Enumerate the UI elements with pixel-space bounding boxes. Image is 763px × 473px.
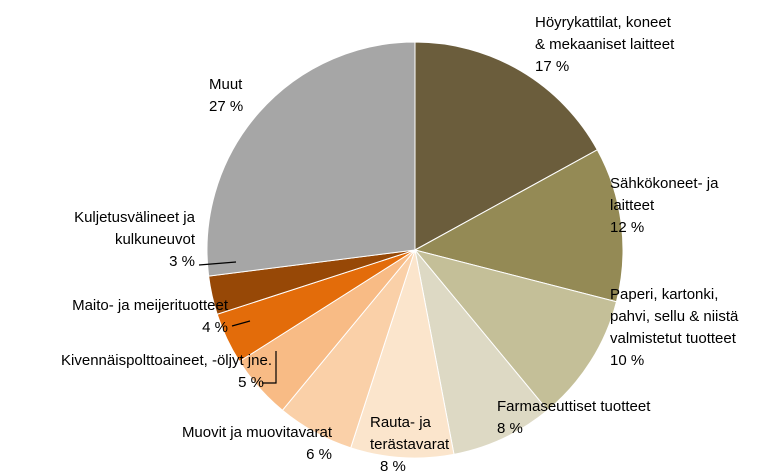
- value-label: 12 %: [610, 219, 644, 236]
- value-label: 27 %: [209, 98, 243, 115]
- value-label: 10 %: [610, 352, 644, 369]
- pie-slice: [413, 249, 618, 411]
- slice-label: Paperi, kartonki,: [610, 286, 718, 303]
- slice-label: valmistetut tuotteet: [610, 330, 737, 347]
- slice-label: Kuljetusvälineet ja: [74, 209, 196, 226]
- pie-slice: [206, 41, 416, 277]
- slice-label: terästavarat: [370, 436, 450, 453]
- pie-slice: [414, 249, 549, 455]
- slice-label: Farmaseuttiset tuotteet: [497, 398, 651, 415]
- slice-label: & mekaaniset laitteet: [535, 36, 675, 53]
- value-label: 4 %: [202, 319, 228, 336]
- slice-label: Rauta- ja: [370, 414, 432, 431]
- value-label: 8 %: [497, 420, 523, 437]
- slice-label: kulkuneuvot: [115, 231, 196, 248]
- value-label: 3 %: [169, 253, 195, 270]
- slice-label: Maito- ja meijerituotteet: [72, 297, 229, 314]
- leader-line: [262, 351, 277, 384]
- slice-label: Kivennäispolttoaineet, -öljyt jne.: [61, 352, 272, 369]
- slice-label: laitteet: [610, 197, 655, 214]
- leader-line: [198, 261, 237, 266]
- slice-label: pahvi, sellu & niistä: [610, 308, 739, 325]
- pie-slice: [413, 149, 624, 303]
- value-label: 17 %: [535, 58, 569, 75]
- slice-label: Muovit ja muovitavarat: [182, 424, 333, 441]
- slice-label: Muut: [209, 76, 243, 93]
- pie-slice: [414, 41, 598, 251]
- pie-slice: [350, 249, 455, 459]
- slice-label: Höyrykattilat, koneet: [535, 14, 672, 31]
- value-label: 8 %: [380, 458, 406, 473]
- leader-line: [231, 320, 251, 327]
- value-label: 6 %: [306, 446, 332, 463]
- value-label: 5 %: [238, 374, 264, 391]
- slice-label: Sähkökoneet- ja: [610, 175, 719, 192]
